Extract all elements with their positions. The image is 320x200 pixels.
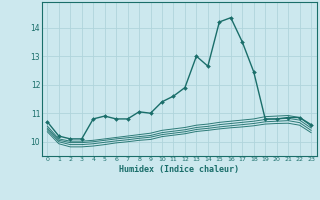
X-axis label: Humidex (Indice chaleur): Humidex (Indice chaleur) xyxy=(119,165,239,174)
